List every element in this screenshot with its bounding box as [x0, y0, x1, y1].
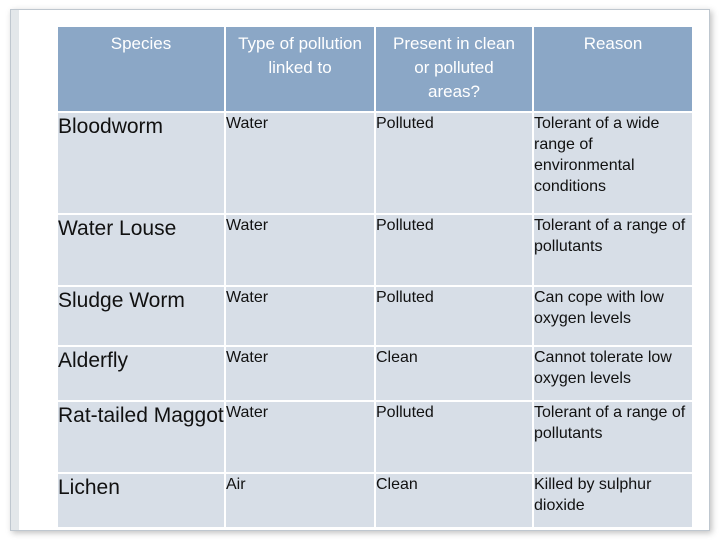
table-row: Bloodworm Water Polluted Tolerant of a w…	[56, 111, 694, 215]
pollution-type-cell: Water	[224, 213, 376, 287]
reason-cell: Tolerant of a range of pollutants	[532, 213, 694, 287]
table-row: Water Louse Water Polluted Tolerant of a…	[56, 213, 694, 287]
species-cell: Lichen	[56, 472, 226, 529]
table-row: Sludge Worm Water Polluted Can cope with…	[56, 285, 694, 347]
reason-cell: Killed by sulphur dioxide	[532, 472, 694, 529]
presence-cell: Polluted	[374, 400, 534, 474]
reason-cell: Can cope with low oxygen levels	[532, 285, 694, 347]
presence-cell: Polluted	[374, 213, 534, 287]
header-reason: Reason	[532, 25, 694, 113]
pollution-type-cell: Water	[224, 345, 376, 402]
reason-cell: Tolerant of a range of pollutants	[532, 400, 694, 474]
pollution-type-cell: Water	[224, 111, 376, 215]
header-pollution-type: Type of pollution linked to	[224, 25, 376, 113]
presence-cell: Clean	[374, 472, 534, 529]
left-decor-bar	[11, 10, 19, 530]
species-cell: Rat-tailed Maggot	[56, 400, 226, 474]
pollution-type-cell: Water	[224, 285, 376, 347]
presence-cell: Clean	[374, 345, 534, 402]
table-row: Alderfly Water Clean Cannot tolerate low…	[56, 345, 694, 402]
species-cell: Alderfly	[56, 345, 226, 402]
header-present-in: Present in clean or polluted areas?	[374, 25, 534, 113]
table-row: Lichen Air Clean Killed by sulphur dioxi…	[56, 472, 694, 529]
pollution-type-cell: Air	[224, 472, 376, 529]
header-row: Species Type of pollution linked to Pres…	[56, 25, 694, 113]
species-cell: Sludge Worm	[56, 285, 226, 347]
table-row: Rat-tailed Maggot Water Polluted Toleran…	[56, 400, 694, 474]
pollution-type-cell: Water	[224, 400, 376, 474]
species-cell: Bloodworm	[56, 111, 226, 215]
species-cell: Water Louse	[56, 213, 226, 287]
header-species: Species	[56, 25, 226, 113]
reason-cell: Tolerant of a wide range of environmenta…	[532, 111, 694, 215]
slide-frame: Species Type of pollution linked to Pres…	[10, 9, 710, 531]
reason-cell: Cannot tolerate low oxygen levels	[532, 345, 694, 402]
presence-cell: Polluted	[374, 111, 534, 215]
species-pollution-table: Species Type of pollution linked to Pres…	[56, 25, 694, 529]
presence-cell: Polluted	[374, 285, 534, 347]
